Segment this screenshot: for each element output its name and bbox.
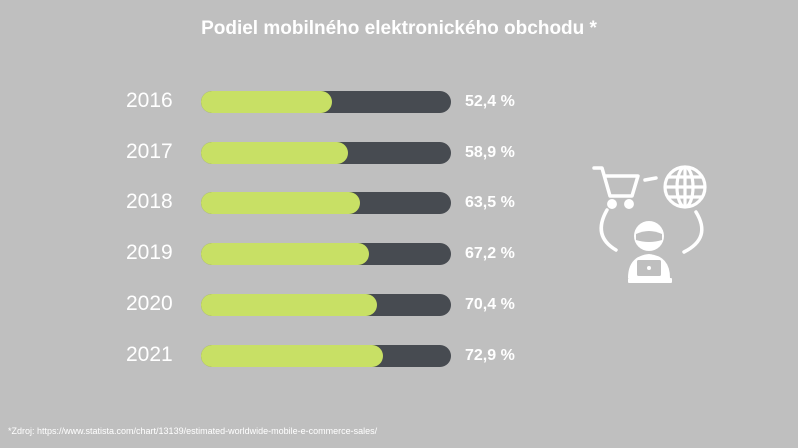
bar-row: 2021 72,9 % bbox=[0, 342, 560, 374]
value-label: 52,4 % bbox=[465, 93, 515, 110]
value-label: 58,9 % bbox=[465, 143, 515, 161]
year-label: 2020 bbox=[126, 291, 173, 315]
year-label: 2017 bbox=[126, 139, 173, 163]
shopping-cart-icon bbox=[592, 166, 640, 209]
year-label: 2016 bbox=[126, 89, 173, 112]
bar-fill bbox=[201, 344, 384, 367]
bar-track bbox=[201, 344, 451, 367]
bar-track bbox=[201, 141, 451, 164]
bar-fill bbox=[201, 91, 332, 113]
year-label: 2018 bbox=[126, 190, 173, 214]
bar-row: 2018 63,5 % bbox=[0, 189, 560, 221]
ecommerce-illustration bbox=[592, 165, 707, 283]
bar-fill bbox=[201, 192, 360, 215]
bar-row: 2020 70,4 % bbox=[0, 291, 560, 323]
bar-fill bbox=[201, 243, 369, 266]
value-label: 70,4 % bbox=[465, 295, 515, 313]
connector-line bbox=[643, 176, 658, 182]
bar-track bbox=[201, 243, 451, 266]
source-note: *Zdroj: https://www.statista.com/chart/1… bbox=[8, 426, 378, 436]
bar-track bbox=[201, 293, 451, 316]
bar-track bbox=[201, 192, 451, 215]
bar-track bbox=[201, 91, 451, 113]
bar-row: 2017 58,9 % bbox=[0, 139, 560, 171]
bar-fill bbox=[201, 293, 377, 316]
year-label: 2021 bbox=[126, 342, 173, 366]
globe-icon bbox=[663, 165, 707, 209]
value-label: 63,5 % bbox=[465, 194, 515, 212]
orbit-arrows bbox=[599, 208, 704, 254]
chart-title: Podiel mobilného elektronického obchodu … bbox=[201, 18, 597, 39]
value-label: 72,9 % bbox=[465, 346, 515, 364]
year-label: 2019 bbox=[126, 241, 173, 265]
bar-fill bbox=[201, 141, 349, 164]
person-laptop-icon bbox=[628, 221, 672, 283]
bar-row: 2019 67,2 % bbox=[0, 240, 560, 272]
bar-row: 2016 52,4 % bbox=[0, 88, 560, 120]
value-label: 67,2 % bbox=[465, 245, 515, 263]
